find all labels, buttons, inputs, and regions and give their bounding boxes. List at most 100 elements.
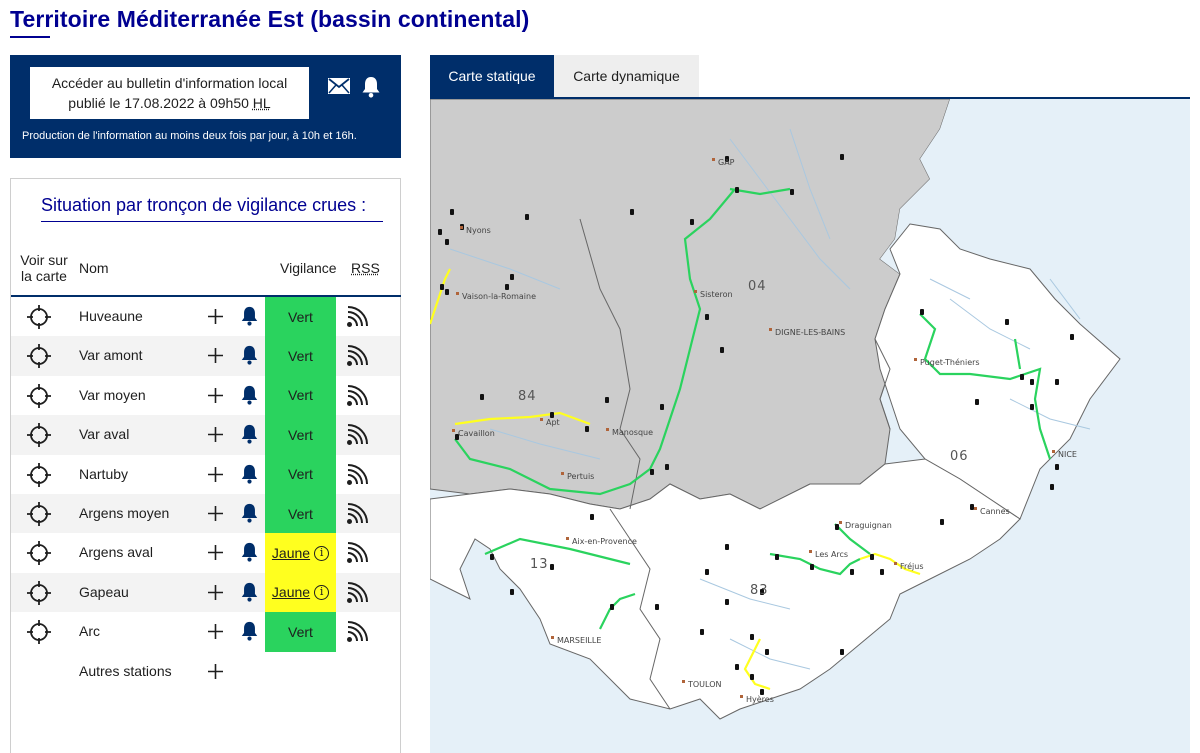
static-map[interactable]: GAP Nyons Vaison-la-Romaine Sisteron DIGNE-L… xyxy=(430,99,1190,753)
rss-icon[interactable] xyxy=(346,581,368,604)
plus-icon[interactable] xyxy=(207,347,224,364)
station-marker[interactable] xyxy=(720,347,724,353)
station-marker[interactable] xyxy=(1030,379,1034,385)
station-marker[interactable] xyxy=(735,664,739,670)
station-marker[interactable] xyxy=(665,464,669,470)
plus-icon[interactable] xyxy=(207,505,224,522)
rss-icon[interactable] xyxy=(346,384,368,407)
station-marker[interactable] xyxy=(525,214,529,220)
station-marker[interactable] xyxy=(850,569,854,575)
rss-icon[interactable] xyxy=(346,502,368,525)
crosshair-icon[interactable] xyxy=(27,580,51,605)
station-marker[interactable] xyxy=(450,209,454,215)
tab-carte-statique[interactable]: Carte statique xyxy=(430,55,554,97)
station-marker[interactable] xyxy=(775,554,779,560)
tab-carte-dynamique[interactable]: Carte dynamique xyxy=(554,55,699,97)
rss-icon[interactable] xyxy=(346,542,368,564)
station-marker[interactable] xyxy=(725,156,729,162)
rss-icon[interactable] xyxy=(346,424,368,446)
plus-icon[interactable] xyxy=(207,466,224,483)
plus-icon[interactable] xyxy=(207,663,224,680)
bell-icon[interactable] xyxy=(361,76,381,98)
station-marker[interactable] xyxy=(705,314,709,320)
station-marker[interactable] xyxy=(590,514,594,520)
station-marker[interactable] xyxy=(445,239,449,245)
plus-icon[interactable] xyxy=(207,308,224,325)
station-marker[interactable] xyxy=(445,289,449,295)
station-marker[interactable] xyxy=(750,674,754,680)
station-marker[interactable] xyxy=(760,689,764,695)
bell-icon[interactable] xyxy=(240,464,259,484)
station-marker[interactable] xyxy=(1020,374,1024,380)
station-marker[interactable] xyxy=(690,219,694,225)
station-marker[interactable] xyxy=(835,524,839,530)
crosshair-icon[interactable] xyxy=(27,344,51,369)
vigilance-badge[interactable]: Jaune i xyxy=(265,572,336,613)
crosshair-icon[interactable] xyxy=(27,462,51,487)
station-marker[interactable] xyxy=(440,284,444,290)
station-marker[interactable] xyxy=(550,564,554,570)
station-marker[interactable] xyxy=(1030,404,1034,410)
bell-icon[interactable] xyxy=(240,621,259,641)
station-marker[interactable] xyxy=(455,434,459,440)
rss-icon[interactable] xyxy=(346,345,368,367)
station-marker[interactable] xyxy=(655,604,659,610)
station-marker[interactable] xyxy=(880,569,884,575)
plus-icon[interactable] xyxy=(207,584,224,601)
station-marker[interactable] xyxy=(760,589,764,595)
station-marker[interactable] xyxy=(650,469,654,475)
rss-icon[interactable] xyxy=(346,306,368,328)
station-marker[interactable] xyxy=(490,554,494,560)
rss-icon[interactable] xyxy=(346,621,368,643)
station-marker[interactable] xyxy=(920,309,924,315)
crosshair-icon[interactable] xyxy=(27,305,51,329)
station-marker[interactable] xyxy=(1055,464,1059,470)
bell-icon[interactable] xyxy=(240,345,259,366)
crosshair-icon[interactable] xyxy=(27,541,51,566)
plus-icon[interactable] xyxy=(207,623,224,640)
crosshair-icon[interactable] xyxy=(27,383,51,408)
station-marker[interactable] xyxy=(438,229,442,235)
bulletin-link-button[interactable]: Accéder au bulletin d'information local … xyxy=(30,67,309,119)
bell-icon[interactable] xyxy=(240,424,259,444)
station-marker[interactable] xyxy=(585,426,589,432)
station-marker[interactable] xyxy=(505,284,509,290)
rss-icon[interactable] xyxy=(346,463,368,486)
station-marker[interactable] xyxy=(970,504,974,510)
station-marker[interactable] xyxy=(975,399,979,405)
bell-icon[interactable] xyxy=(240,582,259,602)
info-icon[interactable]: i xyxy=(314,584,330,600)
plus-icon[interactable] xyxy=(207,426,224,443)
station-marker[interactable] xyxy=(610,604,614,610)
station-marker[interactable] xyxy=(705,569,709,575)
crosshair-icon[interactable] xyxy=(27,423,51,448)
crosshair-icon[interactable] xyxy=(27,501,51,526)
station-marker[interactable] xyxy=(660,404,664,410)
bell-icon[interactable] xyxy=(240,542,259,562)
bell-icon[interactable] xyxy=(240,306,259,326)
station-marker[interactable] xyxy=(725,599,729,605)
station-marker[interactable] xyxy=(750,634,754,640)
station-marker[interactable] xyxy=(870,554,874,560)
info-icon[interactable]: i xyxy=(314,545,330,561)
station-marker[interactable] xyxy=(790,189,794,195)
plus-icon[interactable] xyxy=(207,387,224,404)
vigilance-badge[interactable]: Jaune i xyxy=(265,533,336,573)
station-marker[interactable] xyxy=(480,394,484,400)
bell-icon[interactable] xyxy=(240,385,259,405)
station-marker[interactable] xyxy=(510,274,514,280)
station-marker[interactable] xyxy=(1050,484,1054,490)
station-marker[interactable] xyxy=(1055,379,1059,385)
station-marker[interactable] xyxy=(1070,334,1074,340)
station-marker[interactable] xyxy=(510,589,514,595)
mail-icon[interactable] xyxy=(328,78,350,94)
station-marker[interactable] xyxy=(605,397,609,403)
station-marker[interactable] xyxy=(630,209,634,215)
crosshair-icon[interactable] xyxy=(27,620,51,645)
station-marker[interactable] xyxy=(550,412,554,418)
station-marker[interactable] xyxy=(765,649,769,655)
station-marker[interactable] xyxy=(840,649,844,655)
station-marker[interactable] xyxy=(810,564,814,570)
bell-icon[interactable] xyxy=(240,503,259,523)
station-marker[interactable] xyxy=(725,544,729,550)
